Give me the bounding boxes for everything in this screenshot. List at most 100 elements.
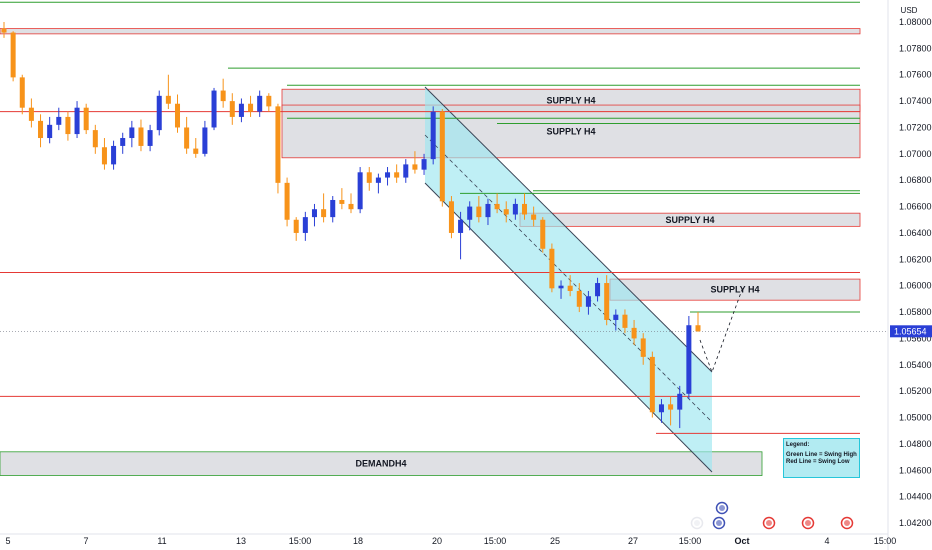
y-tick-label-16: 1.07400 [899,96,932,106]
candle-1[interactable] [10,32,16,78]
candle-73[interactable] [668,404,674,410]
x-tick-label-9: 27 [628,536,638,546]
candle-30[interactable] [275,106,281,183]
us-flag-event-icon-inner-4 [805,520,811,526]
candle-50[interactable] [458,219,464,233]
candle-48[interactable] [439,111,445,202]
candle-35[interactable] [321,209,327,218]
candle-74[interactable] [677,393,683,410]
candle-40[interactable] [366,172,372,183]
candle-49[interactable] [448,201,454,233]
candle-8[interactable] [74,107,80,135]
legend-title: Legend: [786,442,810,448]
candle-26[interactable] [238,103,244,117]
candle-76[interactable] [695,325,701,332]
candle-72[interactable] [658,404,664,413]
y-tick-label-2: 1.04600 [899,465,932,475]
candle-14[interactable] [129,127,135,139]
legend-box: Legend: Green Line = Swing High Red Line… [783,438,860,478]
candle-57[interactable] [521,203,528,215]
candle-70[interactable] [640,338,646,357]
candle-44[interactable] [403,164,409,178]
candle-7[interactable] [65,116,71,135]
candle-27[interactable] [248,103,254,112]
candle-13[interactable] [120,138,126,146]
candle-64[interactable] [585,296,591,307]
candle-46[interactable] [421,159,427,170]
y-tick-label-0: 1.04200 [899,518,932,528]
candle-0[interactable] [1,28,7,33]
y-tick-label-7: 1.05600 [899,333,932,343]
x-tick-label-10: 15:00 [679,536,702,546]
y-tick-label-1: 1.04400 [899,492,932,502]
candle-16[interactable] [147,130,153,146]
x-tick-label-12: 4 [824,536,829,546]
candle-37[interactable] [339,199,345,204]
candle-3[interactable] [28,107,34,121]
candle-22[interactable] [202,127,208,154]
y-tick-label-5: 1.05200 [899,386,932,396]
candle-28[interactable] [257,95,263,112]
candle-45[interactable] [412,164,418,170]
candle-47[interactable] [430,111,436,160]
candle-36[interactable] [330,199,336,218]
channel-fill [425,87,712,472]
candle-62[interactable] [567,285,573,291]
candle-59[interactable] [540,219,546,249]
candle-23[interactable] [211,90,217,128]
candle-58[interactable] [531,214,537,220]
candle-20[interactable] [184,127,190,149]
candle-54[interactable] [494,203,500,210]
candle-34[interactable] [311,209,317,218]
y-tick-label-14: 1.07000 [899,149,932,159]
candle-65[interactable] [595,283,601,297]
currency-label[interactable]: USD [900,6,918,15]
candle-4[interactable] [38,120,44,139]
candle-25[interactable] [229,101,235,117]
candle-52[interactable] [476,206,482,218]
candle-66[interactable] [604,283,610,320]
candle-61[interactable] [558,285,564,289]
candle-11[interactable] [101,147,107,165]
candle-71[interactable] [649,356,655,413]
channel-mid-line [424,134,713,423]
candle-2[interactable] [19,77,25,108]
candle-5[interactable] [47,124,53,139]
channel-lower-line [424,182,713,473]
candle-43[interactable] [394,172,400,178]
candle-18[interactable] [165,95,171,104]
lightning-event-icon-inner-0 [694,520,700,526]
candle-33[interactable] [302,217,308,233]
candle-53[interactable] [485,203,491,218]
candle-6[interactable] [56,116,62,125]
candle-39[interactable] [357,172,363,210]
candle-24[interactable] [220,90,226,102]
candle-69[interactable] [631,327,637,339]
candle-10[interactable] [92,130,98,148]
candle-17[interactable] [156,95,162,131]
candle-38[interactable] [348,203,354,210]
y-tick-label-9: 1.06000 [899,281,932,291]
candle-55[interactable] [503,209,509,215]
candle-29[interactable] [266,95,272,107]
candle-63[interactable] [576,290,582,307]
candle-15[interactable] [138,127,144,146]
candle-60[interactable] [549,248,555,289]
candle-42[interactable] [385,172,391,178]
candle-21[interactable] [193,148,199,154]
candle-56[interactable] [512,203,518,215]
candle-67[interactable] [613,314,619,320]
candle-68[interactable] [622,314,628,328]
candle-31[interactable] [284,182,290,220]
zone-4 [0,451,763,476]
candle-51[interactable] [467,206,473,220]
candle-75[interactable] [686,325,692,394]
candle-9[interactable] [83,107,89,131]
candle-12[interactable] [111,145,117,165]
price-marker-label: 1.05654 [894,326,927,336]
candle-19[interactable] [174,103,181,128]
y-tick-label-19: 1.08000 [899,17,932,27]
candle-41[interactable] [375,177,381,183]
candle-32[interactable] [293,219,299,233]
